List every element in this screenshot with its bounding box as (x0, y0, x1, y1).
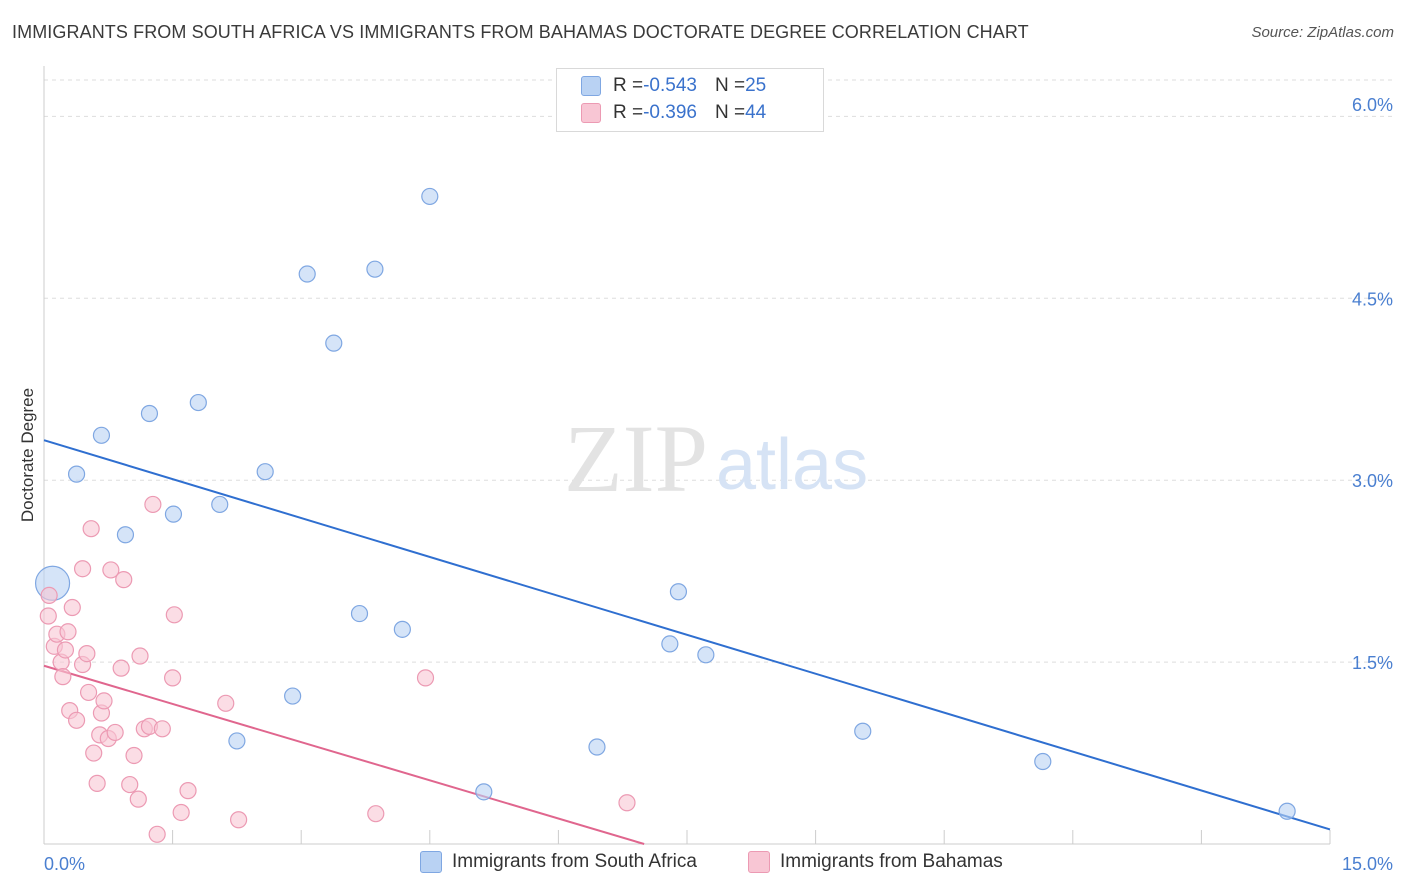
data-point-pink (121, 775, 139, 794)
data-point-blue (697, 646, 715, 664)
data-point-pink (82, 520, 100, 538)
data-point-blue (211, 495, 229, 514)
data-point-pink (78, 645, 96, 663)
data-point-pink (88, 774, 106, 792)
series-legend: Immigrants from South Africa Immigrants … (0, 851, 1406, 877)
data-point-pink (164, 669, 182, 687)
source-credit: Source: ZipAtlas.com (1251, 24, 1394, 41)
data-point-blue (140, 404, 159, 423)
data-point-blue (298, 265, 316, 283)
y-tick-label: 6.0% (1352, 95, 1393, 115)
data-point-pink (95, 692, 113, 710)
data-point-pink (54, 668, 72, 686)
x-tick-label: 15.0% (1342, 854, 1393, 874)
data-point-blue (1278, 802, 1296, 820)
data-point-blue (366, 260, 384, 278)
tick-labels: 1.5% 3.0% 4.5% 6.0% 0.0% 15.0% (44, 95, 1393, 874)
legend-swatch-blue (581, 76, 601, 96)
axes (43, 66, 1331, 845)
data-point-pink (144, 495, 162, 514)
gridlines (44, 79, 1392, 663)
y-axis-label: Doctorate Degree (18, 388, 37, 522)
data-point-pink (63, 598, 81, 617)
correlation-legend: R = -0.543 N = 25 R = -0.396 N = 44 (556, 68, 824, 132)
data-point-pink (179, 782, 197, 800)
legend-r-label: R = (613, 102, 644, 123)
chart-title: IMMIGRANTS FROM SOUTH AFRICA VS IMMIGRAN… (12, 22, 1029, 42)
data-point-pink (59, 623, 77, 641)
legend-r-label: R = (613, 75, 644, 96)
data-point-blue (116, 526, 135, 544)
data-point-pink (79, 683, 98, 702)
data-point-blue (164, 505, 183, 523)
data-point-blue (854, 722, 872, 740)
data-point-blue (588, 738, 606, 756)
data-point-blue (228, 732, 246, 750)
data-point-pink (112, 659, 130, 677)
data-point-pink (125, 746, 143, 765)
data-point-pink (131, 647, 149, 665)
legend-label: Immigrants from Bahamas (780, 851, 1003, 872)
data-point-pink (367, 805, 385, 823)
trend-lines (43, 439, 1331, 845)
watermark-atlas: atlas (716, 425, 868, 505)
data-point-pink (102, 561, 120, 579)
legend-swatch-pink (748, 851, 770, 873)
data-point-blue (661, 635, 679, 653)
legend-n-value: 44 (745, 102, 767, 123)
legend-n-label: N = (714, 75, 746, 96)
x-tick-label: 0.0% (44, 854, 85, 874)
data-point-blue (256, 463, 274, 481)
data-point-pink (67, 711, 86, 729)
y-tick-label: 1.5% (1352, 653, 1393, 673)
data-point-pink (230, 811, 248, 829)
trend-line-pink (43, 664, 645, 845)
data-point-pink (40, 586, 58, 604)
legend-swatch-blue (420, 851, 442, 873)
data-point-blue (284, 687, 302, 705)
data-point-blue (393, 620, 411, 638)
data-point-blue (1034, 752, 1052, 771)
legend-item-south-africa: Immigrants from South Africa (420, 851, 697, 873)
legend-label: Immigrants from South Africa (452, 851, 697, 872)
trend-line-blue (43, 439, 1331, 831)
watermark: ZIP atlas (564, 405, 868, 512)
data-point-blue (67, 465, 86, 483)
y-tick-label: 3.0% (1352, 471, 1393, 491)
data-point-pink (165, 606, 183, 624)
legend-r-value: -0.543 (643, 75, 697, 96)
data-point-pink (153, 720, 171, 738)
data-point-blue (669, 583, 688, 601)
legend-r-value: -0.396 (643, 102, 697, 123)
data-point-pink (148, 825, 166, 843)
data-point-blue (350, 604, 369, 623)
legend-row-bahamas: R = -0.396 N = 44 (581, 100, 766, 126)
data-point-pink (129, 790, 147, 808)
data-point-pink (217, 694, 235, 712)
legend-row-south-africa: R = -0.543 N = 25 (581, 73, 766, 99)
data-points (34, 187, 1296, 843)
data-point-pink (172, 803, 190, 822)
watermark-zip: ZIP (564, 405, 708, 512)
legend-n-label: N = (714, 102, 746, 123)
data-point-blue (189, 393, 207, 412)
y-tick-label: 4.5% (1352, 289, 1393, 309)
data-point-pink (85, 744, 103, 762)
legend-n-value: 25 (745, 75, 767, 96)
data-point-pink (115, 571, 133, 589)
data-point-pink (73, 560, 92, 578)
data-point-blue (421, 187, 439, 206)
legend-swatch-pink (581, 103, 601, 123)
legend-item-bahamas: Immigrants from Bahamas (748, 851, 1003, 873)
data-point-pink (106, 723, 124, 742)
data-point-pink (56, 641, 75, 659)
data-point-pink (416, 669, 435, 687)
data-point-pink (39, 607, 57, 625)
data-point-blue (475, 783, 493, 801)
data-point-blue (325, 334, 343, 352)
data-point-pink (618, 794, 636, 812)
data-point-blue (92, 426, 111, 444)
